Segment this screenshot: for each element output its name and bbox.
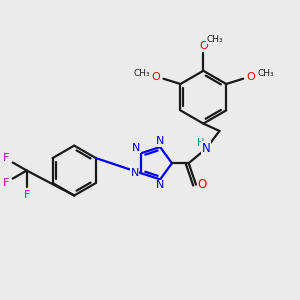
Text: O: O <box>246 72 255 82</box>
Text: N: N <box>202 142 211 155</box>
Text: CH₃: CH₃ <box>133 69 150 78</box>
Text: O: O <box>198 178 207 191</box>
Text: O: O <box>152 72 161 82</box>
Text: N: N <box>156 136 164 146</box>
Text: N: N <box>130 168 139 178</box>
Text: O: O <box>199 41 208 51</box>
Text: F: F <box>2 178 9 188</box>
Text: N: N <box>132 143 140 153</box>
Text: CH₃: CH₃ <box>258 69 274 78</box>
Text: F: F <box>23 190 30 200</box>
Text: H: H <box>197 138 205 148</box>
Text: N: N <box>156 180 164 190</box>
Text: F: F <box>2 153 9 164</box>
Text: CH₃: CH₃ <box>206 34 223 43</box>
